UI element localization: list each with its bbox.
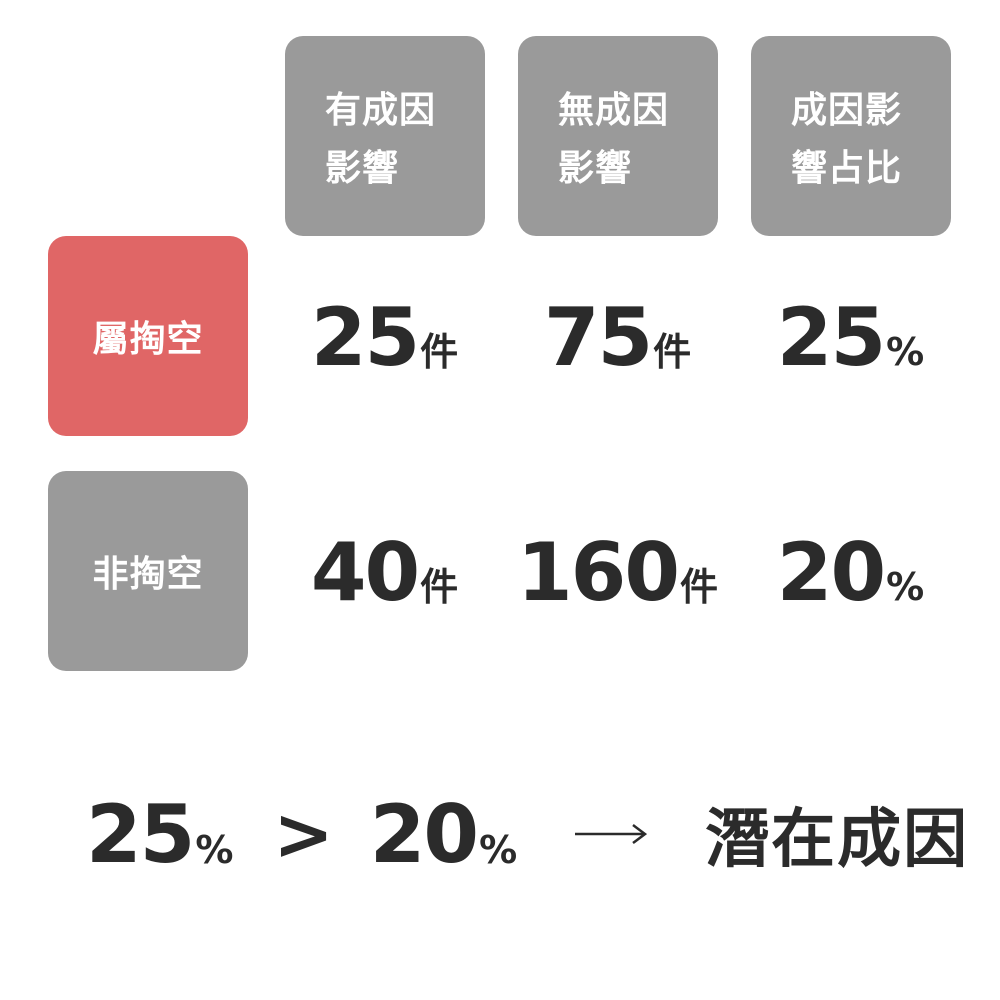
greater-than-sign: >: [273, 792, 334, 876]
cell-value: 75: [543, 291, 653, 384]
conclusion-right-value: 20: [369, 787, 479, 881]
column-header-line1: 成因影: [791, 90, 903, 131]
cell-unit: 件: [420, 565, 459, 609]
conclusion-result: 潛在成因: [705, 803, 970, 877]
long-right-arrow-icon: [575, 822, 648, 846]
row-header-non-embezzlement: 非掏空: [48, 471, 248, 671]
cell-embezzlement-ratio: 25%: [734, 298, 967, 378]
row-header-embezzlement: 屬掏空: [48, 236, 248, 436]
column-header-with-cause: 有成因 影響: [285, 36, 485, 236]
cell-value: 25: [310, 291, 420, 384]
cell-unit: 件: [420, 330, 459, 374]
conclusion-left-unit: %: [195, 828, 234, 872]
column-header-cause-ratio: 成因影 響占比: [751, 36, 951, 236]
cell-unit: %: [886, 330, 925, 374]
column-header-line2: 響占比: [791, 148, 903, 189]
cell-value: 20: [776, 526, 886, 619]
cell-unit: %: [886, 565, 925, 609]
column-header-line1: 無成因: [558, 90, 670, 131]
cell-non-embezzlement-without-cause: 160件: [501, 533, 734, 613]
cell-non-embezzlement-with-cause: 40件: [268, 533, 501, 613]
column-header-without-cause: 無成因 影響: [518, 36, 718, 236]
cell-unit: 件: [679, 565, 718, 609]
conclusion-left-value: 25: [86, 787, 195, 881]
column-header-line1: 有成因: [325, 90, 437, 131]
column-header-line2: 影響: [325, 148, 400, 189]
cell-value: 40: [310, 526, 420, 619]
column-header-line2: 影響: [558, 148, 633, 189]
conclusion: 25% > 20% 潛在成因: [86, 784, 969, 884]
cell-embezzlement-without-cause: 75件: [501, 298, 734, 378]
cell-value: 25: [776, 291, 886, 384]
conclusion-right-unit: %: [479, 828, 518, 872]
cell-non-embezzlement-ratio: 20%: [734, 533, 967, 613]
cell-value: 160: [516, 526, 680, 619]
cell-unit: 件: [653, 330, 692, 374]
cell-embezzlement-with-cause: 25件: [268, 298, 501, 378]
